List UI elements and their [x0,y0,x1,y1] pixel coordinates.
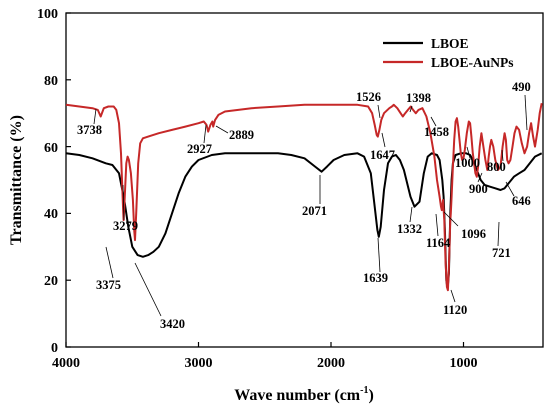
annotation-leader [435,213,439,237]
annotation-leader [203,124,207,144]
annotation-leader [93,108,97,125]
peak-label-3738: 3738 [77,123,102,137]
annotation-leader [497,221,500,247]
annotation-leader [122,184,125,221]
annotation-leader [377,237,381,273]
peak-label-2071: 2071 [302,204,327,218]
peak-label-1000: 1000 [455,156,480,170]
annotation-leaders [93,94,528,317]
peak-label-1398: 1398 [406,91,431,105]
annotation-leader [450,289,456,303]
peak-label-3420: 3420 [160,317,185,331]
peak-label-2889: 2889 [229,128,254,142]
legend-label-lboe-aunps: LBOE-AuNPs [431,55,514,70]
peak-label-646: 646 [512,194,531,208]
y-tick-label: 20 [44,274,58,289]
annotation-leader [505,181,515,197]
annotation-leader [409,206,413,223]
annotation-leader [409,105,413,113]
y-tick-label: 100 [37,7,58,22]
y-axis-title: Transmittance (%) [8,115,25,245]
peak-label-1164: 1164 [426,236,451,250]
peak-label-1332: 1332 [397,222,422,236]
peak-label-1120: 1120 [443,303,467,317]
peak-label-900: 900 [469,182,488,196]
peak-label-1526: 1526 [356,90,381,104]
peak-label-800: 800 [487,160,506,174]
series-line-lboe [65,152,543,290]
peak-annotations: 3738 2927 2889 3279 3375 3420 2071 1639 … [77,80,531,331]
y-tick-label: 80 [44,74,58,89]
peak-label-1096: 1096 [461,227,486,241]
annotation-leader [501,149,504,162]
y-tick-label: 60 [44,141,58,156]
x-tick-label: 4000 [52,356,80,371]
series-layer [65,103,543,292]
annotation-leader [105,246,114,279]
peak-label-1458: 1458 [424,125,449,139]
axis-ticks [65,12,465,348]
annotation-leader [377,104,381,119]
legend-label-lboe: LBOE [431,36,469,51]
annotation-leader [134,262,162,317]
series-line-lboe-aunps [65,103,543,292]
peak-label-721: 721 [492,246,511,260]
x-axis-title: Wave number (cm-1) [234,385,374,404]
y-tick-label: 40 [44,207,58,222]
peak-label-3375: 3375 [96,278,121,292]
x-tick-label: 2000 [317,356,345,371]
peak-label-2927: 2927 [187,142,212,156]
plot-frame [65,12,544,348]
annotation-leader [215,125,229,134]
legend: LBOE LBOE-AuNPs [383,36,514,70]
annotation-leader [477,172,483,183]
peak-label-1647: 1647 [370,148,395,162]
x-tick-label: 1000 [450,356,478,371]
annotation-leader [430,116,437,127]
peak-label-490: 490 [512,80,531,94]
peak-label-3279: 3279 [113,219,138,233]
peak-label-1639: 1639 [363,271,388,285]
annotation-leader [524,94,528,131]
annotation-leader [466,146,471,159]
annotation-leader [443,211,459,227]
y-tick-label: 0 [51,341,58,356]
x-tick-label: 3000 [185,356,213,371]
annotation-leader [381,132,386,148]
